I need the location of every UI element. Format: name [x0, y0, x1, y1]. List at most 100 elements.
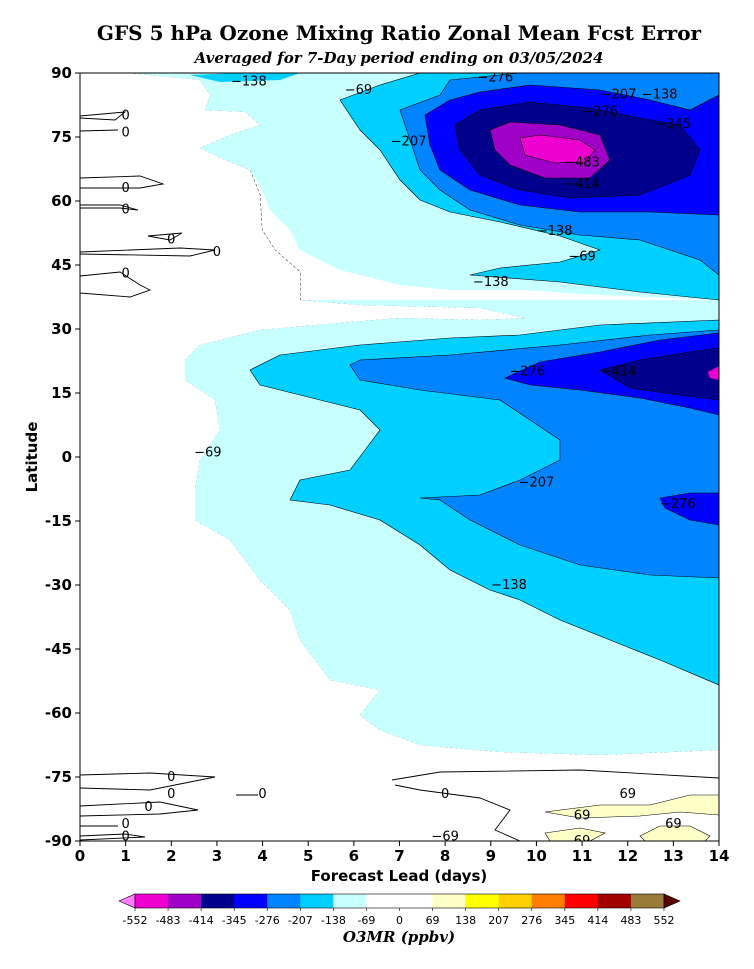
contour-label: −138 — [642, 87, 678, 102]
zero-contour-1 — [80, 111, 127, 121]
colorbar-swatch — [201, 894, 235, 908]
plot-area: −138 −69 −276 −207 −138 −276 −345 −207 −483 −414 −… — [80, 73, 719, 849]
contour-label: 69 — [619, 787, 636, 802]
contour-fill-deepblue-south — [659, 492, 719, 526]
contour-label: 0 — [122, 203, 130, 218]
contour-label: −276 — [582, 104, 618, 119]
y-tick-label: 90 — [51, 64, 72, 82]
contour-label: −138 — [491, 578, 527, 593]
chart-subtitle: Averaged for 7-Day period ending on 03/0… — [193, 49, 604, 67]
colorbar-swatch — [399, 894, 433, 908]
colorbar-tick-label: -414 — [189, 914, 214, 927]
colorbar-tick-label: 207 — [488, 914, 509, 927]
x-tick-label: 2 — [166, 847, 176, 865]
contour-fill-magenta-north — [519, 134, 596, 164]
colorbar-swatch — [630, 894, 665, 908]
colorbar-tick-label: 414 — [587, 914, 608, 927]
contour-fill-magenta-mid — [708, 366, 719, 380]
colorbar-swatch — [498, 894, 533, 908]
y-axis-label: Latitude — [23, 422, 41, 493]
colorbar-tick-label: -552 — [123, 914, 148, 927]
colorbar-swatch — [300, 894, 334, 908]
contour-label: 0 — [167, 770, 175, 785]
contour-label: 0 — [122, 181, 130, 196]
contour-label: −276 — [509, 365, 545, 380]
y-tick-label: 30 — [51, 320, 72, 338]
contour-label: 0 — [167, 787, 175, 802]
contour-label: 0 — [122, 126, 130, 141]
y-tick-label: -75 — [45, 768, 72, 786]
contour-label: −138 — [231, 75, 267, 90]
contour-label: 0 — [213, 245, 221, 260]
y-tick-label: 75 — [51, 128, 72, 146]
contour-fill-yellow-2 — [544, 827, 606, 841]
zero-contour-13 — [391, 769, 719, 781]
y-tick-label: -90 — [45, 832, 72, 850]
contour-label: −69 — [194, 446, 221, 461]
colorbar-swatch — [267, 894, 301, 908]
contour-label: 0 — [122, 267, 130, 282]
colorbar-tick-label: -483 — [156, 914, 181, 927]
x-tick-label: 13 — [663, 847, 684, 865]
y-tick-label: 15 — [51, 384, 72, 402]
zero-contour-6 — [80, 247, 216, 257]
contour-fill-cyan-top-strip — [190, 73, 300, 82]
contour-label: −276 — [660, 497, 696, 512]
colorbar-swatch — [597, 894, 632, 908]
zero-contour-3 — [80, 175, 165, 189]
colorbar-tick-label: 276 — [521, 914, 542, 927]
x-tick-label: 3 — [212, 847, 222, 865]
colorbar-tick-label: -69 — [357, 914, 375, 927]
x-tick-label: 10 — [526, 847, 547, 865]
contour-label: 69 — [574, 834, 591, 849]
y-tick-label: 0 — [62, 448, 72, 466]
colorbar-swatch — [333, 894, 367, 908]
contour-label: −414 — [564, 177, 600, 192]
y-tick-label: -30 — [45, 576, 72, 594]
contour-label: −207 — [601, 87, 637, 102]
colorbar-over-arrow — [663, 893, 681, 909]
contour-label: 0 — [167, 232, 175, 247]
contour-label: −69 — [431, 830, 458, 845]
colorbar-swatch — [366, 894, 400, 908]
contour-label: 69 — [574, 808, 591, 823]
contour-fill-level-white-left — [80, 73, 719, 841]
colorbar-swatch — [234, 894, 268, 908]
zero-contour-14 — [394, 784, 521, 841]
contour-label: −138 — [473, 275, 509, 290]
contour-label: −483 — [564, 156, 600, 171]
contour-label: 0 — [258, 787, 266, 802]
colorbar-swatch — [135, 894, 169, 908]
contour-label: −345 — [655, 117, 691, 132]
contour-fill-navy-mid — [599, 347, 719, 401]
colorbar-tick-label: 0 — [396, 914, 403, 927]
zero-contour-9 — [80, 801, 199, 817]
y-axis: 90 75 60 45 30 15 0 -15 -30 -45 -60 -75 -90 — [45, 64, 80, 850]
contour-label: −138 — [537, 224, 573, 239]
colorbar-label: O3MR (ppbv) — [343, 928, 455, 946]
zero-contour-2 — [80, 129, 119, 132]
zero-contour-11 — [80, 833, 146, 841]
contour-label: 0 — [122, 817, 130, 832]
contour-label: 69 — [665, 817, 682, 832]
colorbar-tick-label: 483 — [620, 914, 641, 927]
colorbar: -552 -483 -414 -345 -276 -207 -138 -69 0 69 138 207… — [118, 893, 681, 927]
colorbar-under-arrow — [118, 893, 136, 909]
colorbar-swatch — [564, 894, 599, 908]
contour-label: 0 — [122, 109, 130, 124]
x-tick-label: 11 — [572, 847, 593, 865]
x-tick-label: 8 — [440, 847, 450, 865]
contour-label: 0 — [441, 787, 449, 802]
zero-contour-4 — [80, 204, 139, 211]
contour-labels: −138 −69 −276 −207 −138 −276 −345 −207 −483 −414 −… — [122, 73, 696, 849]
zero-contour-5 — [147, 232, 183, 241]
y-tick-label: 60 — [51, 192, 72, 210]
contour-label: 0 — [144, 800, 152, 815]
x-tick-label: 4 — [257, 847, 267, 865]
colorbar-swatch — [432, 894, 466, 908]
y-tick-label: -15 — [45, 512, 72, 530]
contour-label: −207 — [391, 134, 427, 149]
contour-label: −69 — [345, 83, 372, 98]
colorbar-swatch — [531, 894, 566, 908]
